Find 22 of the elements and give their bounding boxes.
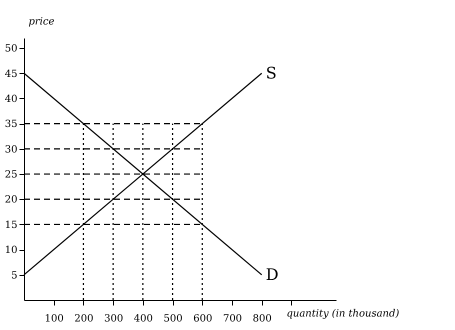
x-axis-title: quantity (in thousand) (286, 308, 400, 320)
x-tick-label: 100 (44, 314, 64, 324)
y-tick-label: 35 (4, 119, 18, 130)
y-tick-label: 25 (4, 170, 18, 181)
y-axis-title: price (28, 16, 54, 28)
y-tick-label: 40 (4, 94, 18, 105)
x-tick-label: 400 (134, 314, 153, 324)
series-label: D (266, 264, 279, 284)
series-label: S (266, 63, 277, 82)
y-tick-label: 5 (11, 270, 18, 282)
y-tick-label: 10 (4, 245, 18, 256)
y-tick-label: 45 (4, 68, 18, 80)
y-tick-label: 50 (4, 44, 18, 55)
x-tick-label: 300 (104, 314, 124, 324)
x-tick-label: 200 (74, 314, 94, 324)
x-tick-label: 700 (222, 314, 242, 324)
y-tick-label: 15 (4, 220, 18, 231)
x-tick-label: 800 (252, 314, 272, 324)
x-tick-label: 500 (164, 314, 183, 324)
y-tick-label: 30 (4, 144, 18, 156)
x-tick-label: 600 (193, 314, 212, 324)
y-tick-label: 20 (4, 194, 18, 206)
